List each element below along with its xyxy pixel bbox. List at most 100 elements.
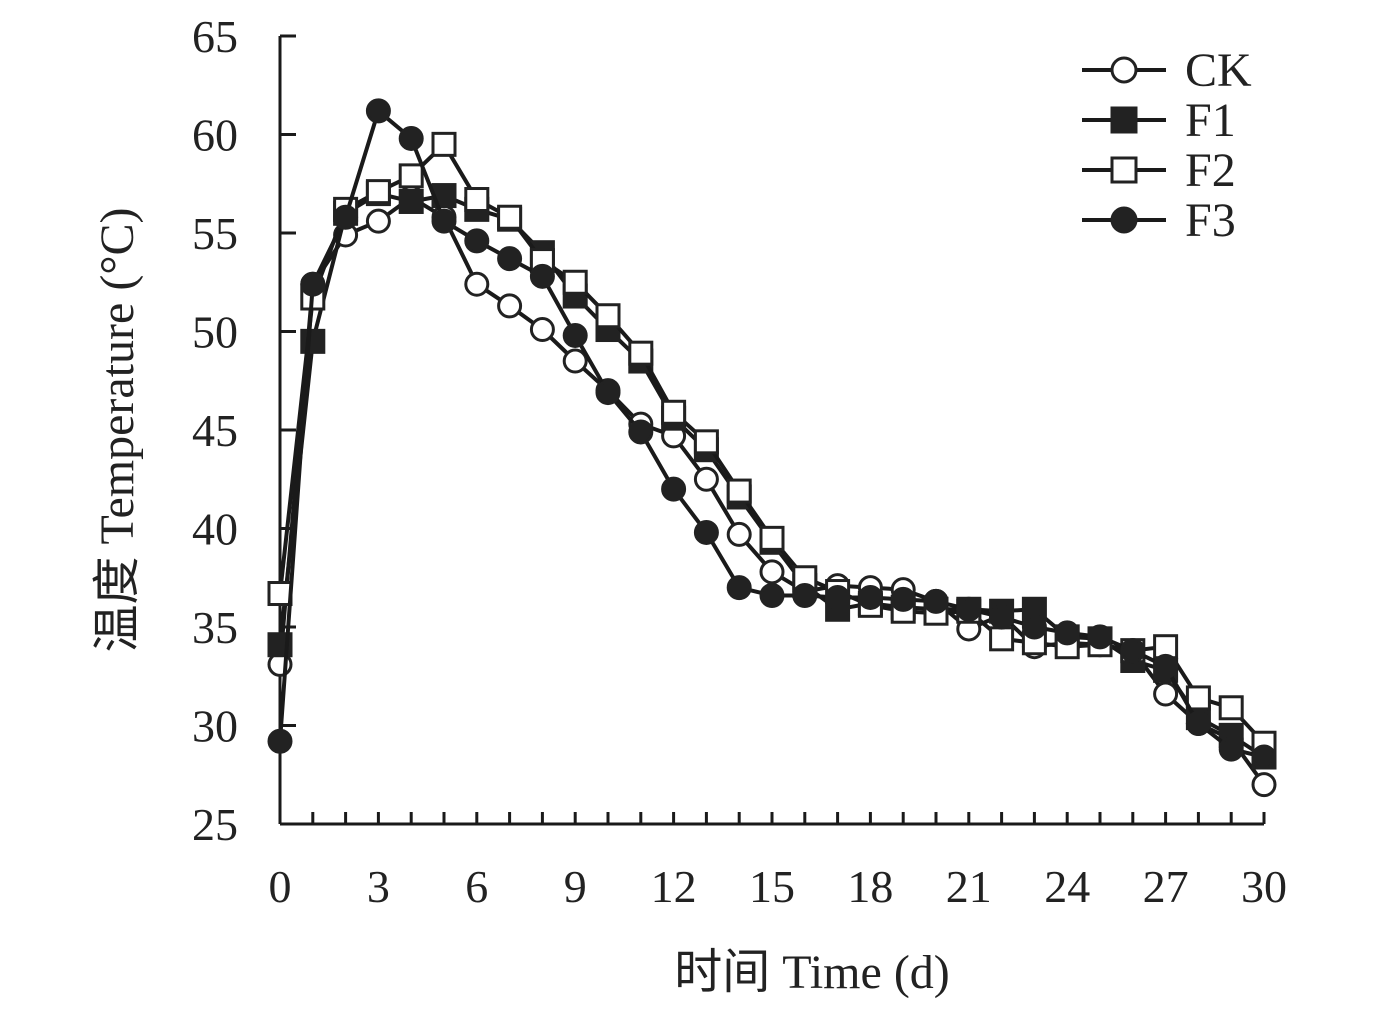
data-point-f3	[857, 584, 883, 610]
data-point-f3	[923, 588, 949, 614]
x-tick-label: 21	[946, 861, 992, 912]
data-point-f3	[1087, 624, 1113, 650]
legend-label: F2	[1185, 144, 1236, 197]
data-point-f2	[661, 399, 687, 425]
data-point-f3	[759, 582, 785, 608]
data-point-ck	[365, 208, 391, 234]
data-point-ck	[693, 466, 719, 492]
data-point-f3	[464, 228, 490, 254]
legend-marker-f1	[1110, 106, 1138, 134]
data-point-ck	[464, 271, 490, 297]
data-point-f3	[365, 98, 391, 124]
data-point-f2	[431, 131, 457, 157]
data-point-f2	[595, 303, 621, 329]
x-tick-label: 6	[465, 861, 488, 912]
legend-marker-ck	[1110, 56, 1138, 84]
data-point-ck	[1153, 681, 1179, 707]
series-ck	[267, 185, 1277, 798]
y-tick-label: 25	[192, 799, 238, 850]
data-point-f3	[825, 584, 851, 610]
x-tick-label: 30	[1241, 861, 1287, 912]
data-point-f2	[365, 179, 391, 205]
x-tick-label: 18	[847, 861, 893, 912]
data-point-f2	[989, 626, 1015, 652]
series-line-ck	[278, 195, 1266, 786]
data-point-f2	[1185, 685, 1211, 711]
y-axis-title: 温度 Temperature (°C)	[91, 207, 144, 652]
data-point-f3	[595, 380, 621, 406]
x-tick-label: 0	[269, 861, 292, 912]
y-tick-label: 45	[192, 405, 238, 456]
legend-label: F1	[1185, 94, 1236, 147]
data-point-f3	[333, 204, 359, 230]
data-point-f3	[890, 586, 916, 612]
legend-item-f2: F2	[1082, 144, 1236, 197]
y-tick-label: 60	[192, 110, 238, 161]
data-point-f3	[989, 604, 1015, 630]
legend-marker-f3	[1110, 206, 1138, 234]
y-tick-label: 55	[192, 208, 238, 259]
series-layer	[267, 98, 1277, 798]
x-tick-label: 27	[1143, 861, 1189, 912]
legend-item-ck: CK	[1082, 44, 1252, 97]
legend-label: CK	[1185, 44, 1252, 97]
data-point-f3	[1120, 638, 1146, 664]
data-point-f2	[759, 525, 785, 551]
x-tick-label: 3	[367, 861, 390, 912]
axes: 25 30 35 40 45 50 55 60 65 0 3 6 9 12 15 18 21 24 27 30	[192, 11, 1287, 912]
data-point-f2	[562, 269, 588, 295]
data-point-f1	[300, 328, 326, 354]
legend-marker-f2	[1110, 156, 1138, 184]
x-tick-label: 15	[749, 861, 795, 912]
y-tick-label: 50	[192, 307, 238, 358]
data-point-f3	[792, 582, 818, 608]
data-point-f3	[628, 419, 654, 445]
data-point-f3	[1218, 736, 1244, 762]
data-point-f3	[562, 322, 588, 348]
y-tick-label: 40	[192, 504, 238, 555]
data-point-f3	[398, 125, 424, 151]
data-point-f2	[693, 429, 719, 455]
legend-item-f1: F1	[1082, 94, 1236, 147]
series-f3	[267, 98, 1277, 770]
data-point-f3	[1054, 620, 1080, 646]
data-point-ck	[562, 348, 588, 374]
data-point-f2	[267, 581, 293, 607]
legend-label: F3	[1185, 194, 1236, 247]
data-point-f2	[464, 187, 490, 213]
data-point-f3	[267, 728, 293, 754]
data-point-ck	[529, 317, 555, 343]
data-point-f3	[661, 476, 687, 502]
data-point-f3	[497, 246, 523, 272]
data-point-f3	[1185, 711, 1211, 737]
data-point-ck	[1251, 772, 1277, 798]
series-line-f2	[278, 142, 1266, 745]
x-tick-label: 9	[564, 861, 587, 912]
data-point-ck	[726, 521, 752, 547]
data-point-f3	[956, 596, 982, 622]
data-point-f3	[529, 263, 555, 289]
y-tick-label: 65	[192, 11, 238, 62]
data-point-f1	[398, 188, 424, 214]
data-point-f3	[1153, 653, 1179, 679]
y-tick-label: 35	[192, 602, 238, 653]
series-f1	[267, 181, 1277, 770]
series-line-f1	[278, 191, 1266, 759]
data-point-f3	[693, 519, 719, 545]
data-point-f3	[726, 575, 752, 601]
data-point-f2	[726, 478, 752, 504]
y-tick-label: 30	[192, 701, 238, 752]
legend-item-f3: F3	[1082, 194, 1236, 247]
data-point-f3	[1021, 614, 1047, 640]
data-point-ck	[497, 293, 523, 319]
data-point-f2	[398, 163, 424, 189]
data-point-f2	[497, 204, 523, 230]
data-point-f3	[300, 271, 326, 297]
data-point-f2	[1218, 695, 1244, 721]
x-tick-label: 24	[1044, 861, 1090, 912]
x-tick-label: 12	[651, 861, 697, 912]
x-axis-title: 时间 Time (d)	[674, 946, 950, 999]
